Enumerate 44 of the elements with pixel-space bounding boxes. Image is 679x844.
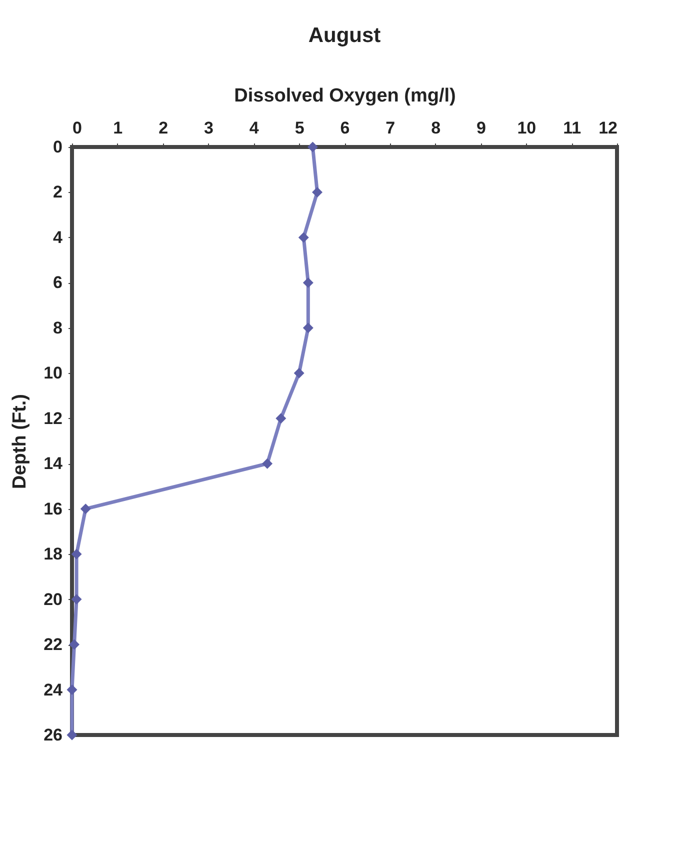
x-tick-label: 9	[476, 118, 486, 138]
x-tick-label: 11	[563, 118, 582, 138]
x-tick-label: 0	[72, 118, 82, 138]
y-tick-label: 12	[44, 408, 62, 428]
chart-title: August	[308, 24, 381, 47]
point	[66, 684, 78, 696]
y-tick-label: 10	[44, 364, 62, 383]
point	[262, 458, 273, 469]
point	[276, 413, 286, 424]
x-tick-label: 12	[598, 118, 618, 138]
point	[312, 186, 322, 198]
y-tick-label: 18	[44, 544, 62, 564]
point	[71, 548, 82, 560]
point	[66, 730, 78, 740]
y-tick-label: 20	[44, 590, 62, 609]
point	[80, 504, 91, 514]
y-tick-label: 16	[44, 499, 62, 518]
x-tick-label: 5	[294, 118, 304, 138]
x-tick-label: 4	[249, 118, 260, 138]
point	[302, 277, 314, 288]
point	[302, 322, 314, 334]
y-tick-label: 26	[44, 726, 62, 744]
point	[307, 142, 318, 152]
y-tick-label: 4	[53, 228, 64, 247]
point	[69, 639, 80, 650]
y-tick-label: 2	[53, 182, 62, 202]
point	[71, 594, 82, 605]
y-axis-title: Depth (Ft.)	[10, 394, 31, 489]
x-tick-label: 6	[340, 118, 350, 138]
x-tick-label: 1	[113, 118, 123, 138]
x-tick-label: 10	[517, 118, 536, 138]
point	[298, 232, 309, 243]
x-tick-label: 3	[204, 118, 214, 138]
y-tick-label: 22	[44, 635, 62, 654]
y-tick-label: 6	[53, 273, 62, 292]
x-tick-label: 2	[158, 118, 168, 138]
y-tick-label: 8	[53, 318, 62, 338]
x-axis-title: Dissolved Oxygen (mg/l)	[234, 86, 456, 106]
y-tick-label: 24	[44, 680, 64, 700]
y-tick-label: 14	[44, 454, 64, 474]
y-tick-label: 0	[53, 138, 62, 156]
x-tick-label: 8	[431, 118, 441, 138]
x-tick-label: 7	[386, 118, 396, 138]
point	[294, 368, 304, 378]
